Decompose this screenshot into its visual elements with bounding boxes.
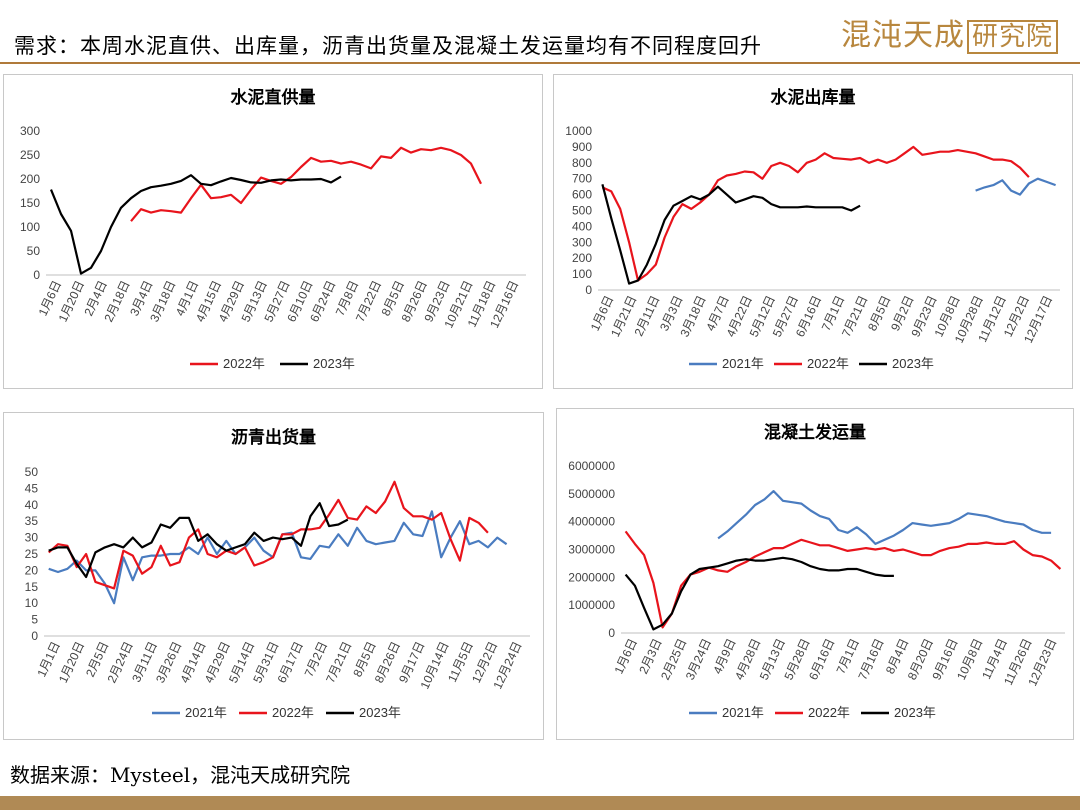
y-tick-label: 35 xyxy=(25,514,39,528)
y-tick-label: 20 xyxy=(25,563,39,577)
legend-label: 2023年 xyxy=(892,356,934,371)
y-tick-label: 2000000 xyxy=(568,570,615,584)
y-tick-label: 250 xyxy=(20,148,40,162)
series-line-2023年 xyxy=(49,174,342,275)
y-tick-label: 30 xyxy=(25,531,39,545)
series-line-2023年 xyxy=(624,556,894,631)
y-tick-label: 100 xyxy=(572,267,592,281)
y-tick-label: 25 xyxy=(25,547,39,561)
y-tick-label: 3000000 xyxy=(568,543,615,557)
y-tick-label: 6000000 xyxy=(568,459,615,473)
data-source-note: 数据来源：Mysteel，混沌天成研究院 xyxy=(10,763,351,787)
chart-cement-direct-supply: 水泥直供量0501001502002503001月6日1月20日2月4日2月18… xyxy=(20,87,526,371)
y-tick-label: 150 xyxy=(20,196,40,210)
series-line-2023年 xyxy=(601,184,861,285)
series-line-2022年 xyxy=(130,146,482,222)
series-line-2022年 xyxy=(47,480,489,590)
y-tick-label: 0 xyxy=(33,268,40,282)
y-tick-label: 1000 xyxy=(565,124,592,138)
y-tick-label: 40 xyxy=(25,498,39,512)
y-tick-label: 0 xyxy=(31,629,38,643)
series-line-2021年 xyxy=(717,489,1052,545)
y-tick-label: 200 xyxy=(572,251,592,265)
y-tick-label: 600 xyxy=(572,188,592,202)
legend-label: 2022年 xyxy=(272,705,314,720)
chart-title: 水泥直供量 xyxy=(231,87,316,108)
y-tick-label: 1000000 xyxy=(568,598,615,612)
legend-label: 2021年 xyxy=(722,356,764,371)
y-tick-label: 100 xyxy=(20,220,40,234)
brand-logo: 混沌天成 研究院 xyxy=(841,10,1058,54)
y-tick-label: 800 xyxy=(572,156,592,170)
y-tick-label: 0 xyxy=(585,283,592,297)
chart-panel-asphalt-shipment: 沥青出货量 0 5 10 15 20 25 30 35 40 45 50 1月1日 1月20日 2月5日 2月… xyxy=(3,412,544,740)
legend-label: 2021年 xyxy=(185,705,227,720)
chart-title: 混凝土发运量 xyxy=(764,422,866,443)
y-tick-label: 15 xyxy=(25,580,39,594)
legend-label: 2023年 xyxy=(359,705,401,720)
series-line-2021年 xyxy=(48,510,508,605)
chart-title: 水泥出库量 xyxy=(771,87,856,108)
y-tick-label: 300 xyxy=(20,124,40,138)
chart-concrete-shipment: 混凝土发运量 0 1000000 2000000 3000000 4000000 50000… xyxy=(568,422,1065,720)
slide-header: 需求：本周水泥直供、出库量，沥青出货量及混凝土发运量均有不同程度回升 混沌天成研… xyxy=(0,0,1080,64)
header-divider xyxy=(0,62,1080,64)
y-tick-label: 10 xyxy=(25,596,39,610)
y-tick-label: 0 xyxy=(608,626,615,640)
y-tick-label: 200 xyxy=(20,172,40,186)
legend-label: 2023年 xyxy=(894,705,936,720)
y-tick-label: 45 xyxy=(25,481,39,495)
y-tick-label: 50 xyxy=(25,465,39,479)
logo-box-text: 研究院 xyxy=(966,20,1058,54)
chart-panel-concrete-shipment: 混凝土发运量 0 1000000 2000000 3000000 4000000 50000… xyxy=(556,408,1074,740)
y-tick-label: 400 xyxy=(572,219,592,233)
chart-title: 沥青出货量 xyxy=(231,427,316,448)
chart-asphalt-shipment: 沥青出货量051015202530354045501月1日1月20日2月5日2月… xyxy=(25,427,530,720)
series-line-2021年 xyxy=(975,177,1056,196)
slide-title: 需求：本周水泥直供、出库量，沥青出货量及混凝土发运量均有不同程度回升 xyxy=(14,34,762,58)
logo-text: 混沌天成 xyxy=(840,18,965,53)
legend-label: 2021年 xyxy=(722,705,764,720)
series-line-2022年 xyxy=(624,530,1062,629)
series-line-2022年 xyxy=(601,145,1030,282)
y-tick-label: 300 xyxy=(572,235,592,249)
legend-label: 2023年 xyxy=(313,356,355,371)
y-tick-label: 500 xyxy=(572,204,592,218)
legend-label: 2022年 xyxy=(808,705,850,720)
y-tick-label: 4000000 xyxy=(568,515,615,529)
chart-cement-outbound: 水泥出库量010020030040050060070080090010001月6… xyxy=(565,87,1060,371)
series-line-2023年 xyxy=(48,502,349,579)
chart-panel-cement-outbound: 水泥出库量 0 100 200 300 400 500 600 700 800 900 1000 1月6… xyxy=(553,74,1073,389)
y-tick-label: 700 xyxy=(572,172,592,186)
bottom-accent-bar xyxy=(0,796,1080,810)
y-tick-label: 5000000 xyxy=(568,487,615,501)
y-tick-label: 900 xyxy=(572,140,592,154)
legend-label: 2022年 xyxy=(223,356,265,371)
chart-panel-cement-direct-supply: 水泥直供量 0 50 100 150 200 250 300 1月6日 1月20日 2月4日 2月18… xyxy=(3,74,543,389)
y-tick-label: 50 xyxy=(27,244,41,258)
y-tick-label: 5 xyxy=(31,613,38,627)
legend-label: 2022年 xyxy=(807,356,849,371)
